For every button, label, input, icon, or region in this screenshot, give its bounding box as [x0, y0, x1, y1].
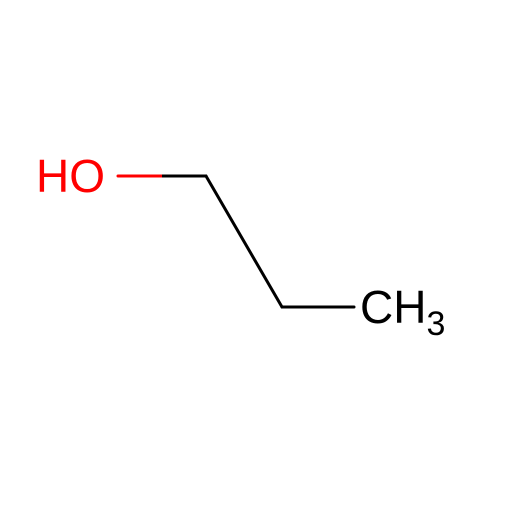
atom-label-O: HO	[36, 150, 105, 202]
bond-C1-C2	[206, 176, 282, 307]
bonds-group	[118, 176, 354, 307]
atoms-group: HO CH3	[36, 150, 445, 343]
atom-label-C3: CH3	[360, 281, 445, 343]
molecule-diagram: HO CH3	[0, 0, 510, 510]
